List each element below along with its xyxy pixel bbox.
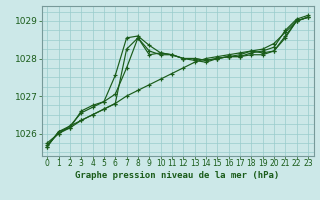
X-axis label: Graphe pression niveau de la mer (hPa): Graphe pression niveau de la mer (hPa) [76, 171, 280, 180]
